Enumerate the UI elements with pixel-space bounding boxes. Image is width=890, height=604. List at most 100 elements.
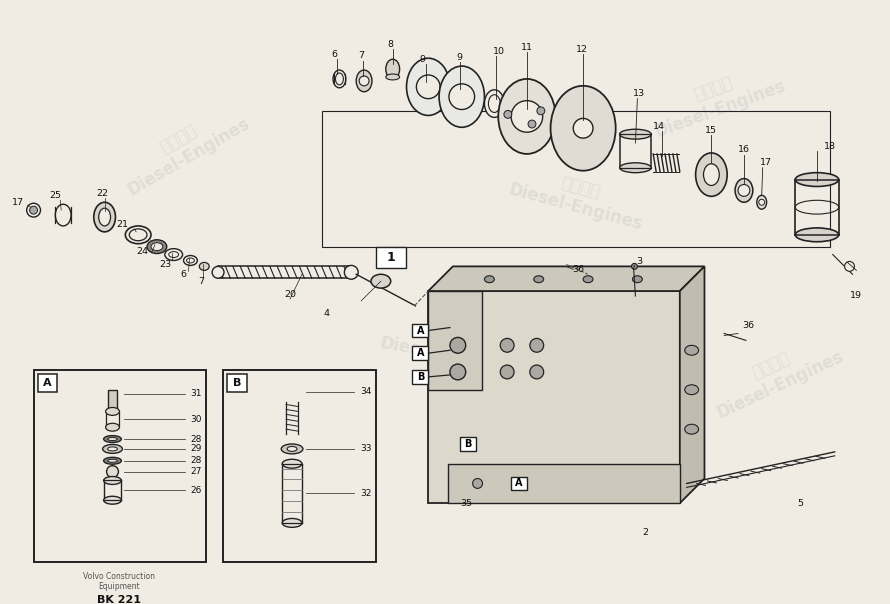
Ellipse shape (619, 163, 651, 173)
Text: Equipment: Equipment (99, 582, 141, 591)
Text: 柴发动力
Diesel-Engines: 柴发动力 Diesel-Engines (506, 161, 650, 234)
Circle shape (504, 111, 512, 118)
Text: 7: 7 (358, 51, 364, 60)
Ellipse shape (93, 202, 116, 232)
Text: 1: 1 (386, 251, 395, 264)
Text: 9: 9 (457, 53, 463, 62)
Ellipse shape (385, 59, 400, 79)
Circle shape (528, 120, 536, 128)
Text: 18: 18 (824, 141, 836, 150)
Circle shape (537, 107, 545, 115)
Bar (34, 370, 206, 562)
Ellipse shape (696, 153, 727, 196)
Polygon shape (428, 291, 680, 503)
Ellipse shape (484, 276, 494, 283)
Ellipse shape (287, 446, 297, 451)
Text: B: B (417, 372, 424, 382)
Bar (460, 437, 475, 451)
Ellipse shape (165, 249, 182, 260)
Text: 28: 28 (190, 434, 202, 443)
Text: 19: 19 (851, 292, 862, 300)
Text: BK 221: BK 221 (97, 595, 142, 604)
Text: 28: 28 (190, 456, 202, 465)
Bar (376, 246, 406, 268)
Ellipse shape (108, 437, 117, 440)
Text: 36: 36 (742, 321, 754, 330)
Polygon shape (448, 464, 680, 503)
Text: 29: 29 (190, 445, 202, 454)
Ellipse shape (151, 243, 163, 251)
Text: 11: 11 (521, 43, 533, 52)
Circle shape (417, 75, 440, 98)
Circle shape (473, 478, 482, 489)
Ellipse shape (106, 408, 119, 416)
Circle shape (360, 76, 369, 86)
Circle shape (450, 338, 465, 353)
Text: 21: 21 (117, 220, 128, 230)
Bar (412, 370, 428, 384)
Text: 20: 20 (284, 289, 296, 298)
Text: B: B (232, 378, 241, 388)
Text: Volvo Construction: Volvo Construction (84, 572, 156, 580)
Bar (223, 370, 376, 562)
Ellipse shape (684, 424, 699, 434)
Text: 2: 2 (643, 528, 648, 538)
Ellipse shape (108, 459, 117, 462)
Circle shape (450, 364, 465, 380)
Text: 23: 23 (159, 260, 172, 269)
Ellipse shape (534, 276, 544, 283)
Bar (412, 346, 428, 360)
Ellipse shape (551, 86, 616, 171)
Text: 14: 14 (653, 122, 665, 131)
Circle shape (511, 101, 543, 132)
Ellipse shape (371, 274, 391, 288)
Text: 32: 32 (360, 489, 372, 498)
Circle shape (449, 84, 474, 109)
Text: 7: 7 (198, 277, 205, 286)
Text: A: A (515, 478, 522, 489)
Text: A: A (417, 326, 424, 335)
Text: 35: 35 (461, 499, 473, 508)
Ellipse shape (102, 445, 122, 454)
Ellipse shape (199, 263, 209, 271)
Ellipse shape (684, 385, 699, 394)
Text: 31: 31 (190, 389, 202, 398)
Text: 4: 4 (324, 309, 329, 318)
Text: 15: 15 (706, 126, 717, 135)
Bar (412, 324, 428, 338)
Polygon shape (282, 382, 303, 402)
Text: 34: 34 (360, 387, 372, 396)
Text: 6: 6 (331, 50, 337, 59)
Ellipse shape (108, 447, 117, 451)
Polygon shape (102, 378, 123, 402)
Text: 17: 17 (12, 198, 24, 207)
Text: 9: 9 (419, 55, 425, 63)
Ellipse shape (183, 255, 198, 265)
Ellipse shape (796, 228, 838, 242)
Text: 27: 27 (190, 467, 202, 476)
Ellipse shape (735, 179, 753, 202)
Ellipse shape (281, 444, 303, 454)
Text: 柴发动力
Diesel-Engines: 柴发动力 Diesel-Engines (644, 57, 788, 141)
Text: 24: 24 (136, 247, 148, 256)
Circle shape (632, 263, 637, 269)
Ellipse shape (212, 266, 224, 278)
Ellipse shape (484, 90, 505, 117)
Circle shape (27, 203, 40, 217)
Ellipse shape (796, 173, 838, 187)
Ellipse shape (103, 435, 121, 443)
Ellipse shape (147, 240, 166, 254)
Text: 10: 10 (493, 47, 506, 56)
Ellipse shape (684, 345, 699, 355)
Ellipse shape (103, 457, 121, 464)
Text: A: A (417, 349, 424, 358)
Circle shape (845, 262, 854, 271)
Ellipse shape (583, 276, 593, 283)
Text: 6: 6 (181, 270, 187, 279)
Ellipse shape (282, 518, 302, 527)
Text: 柴发动力
Diesel-Engines: 柴发动力 Diesel-Engines (378, 314, 522, 376)
Ellipse shape (633, 276, 643, 283)
Text: 柴发动力
Diesel-Engines: 柴发动力 Diesel-Engines (33, 378, 176, 451)
Circle shape (107, 466, 118, 478)
Ellipse shape (103, 477, 121, 484)
